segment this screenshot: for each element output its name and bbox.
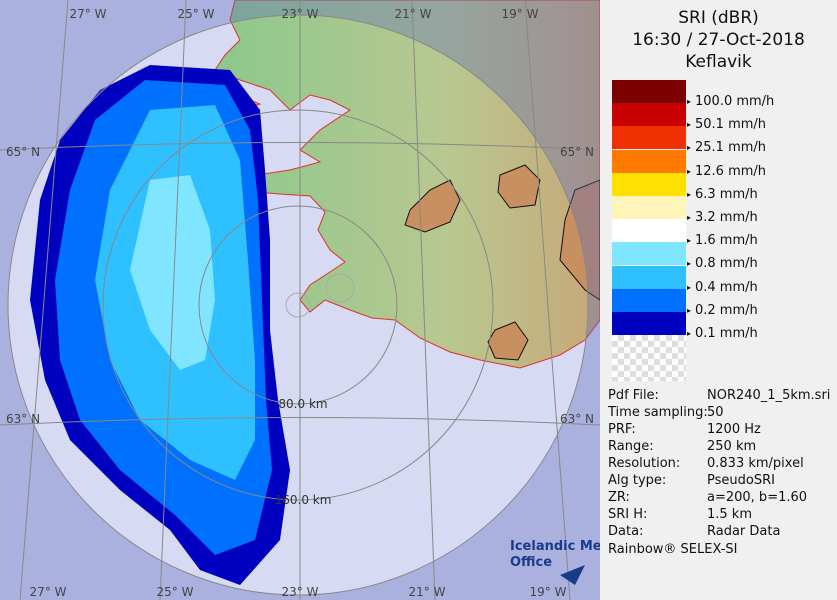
legend-swatch xyxy=(612,196,686,219)
info-label: Time sampling: xyxy=(608,405,708,420)
info-panel: SRI (dBR) 16:30 / 27-Oct-2018 Keflavik 1… xyxy=(600,0,837,600)
graticule-label: 23° W xyxy=(282,7,319,21)
legend-label: 12.6 mm/h xyxy=(687,164,766,179)
info-label: Data: xyxy=(608,524,644,539)
title: SRI (dBR) xyxy=(678,8,759,28)
legend-label: 25.1 mm/h xyxy=(687,140,766,155)
glaciers xyxy=(404,164,600,361)
legend-label: 1.6 mm/h xyxy=(687,233,758,248)
legend-label: 100.0 mm/h xyxy=(687,94,774,109)
legend-swatch xyxy=(612,242,686,266)
info-label: SRI H: xyxy=(608,507,648,522)
range-label: 80.0 km xyxy=(278,397,327,411)
legend-label: 3.2 mm/h xyxy=(687,210,758,225)
info-label: Range: xyxy=(608,439,654,454)
graticule xyxy=(0,0,600,600)
info-value: 250 km xyxy=(707,439,757,454)
logo-text: Icelandic Met xyxy=(510,539,600,554)
logo: Icelandic Met Office xyxy=(510,539,600,585)
radar-map: 27° W 25° W 23° W 21° W 19° W 27° W 25° W 23° W… xyxy=(0,0,600,600)
graticule-label: 19° W xyxy=(530,585,567,599)
title: 16:30 / 27-Oct-2018 xyxy=(632,30,805,50)
legend-swatch xyxy=(612,312,686,335)
legend-label: 0.8 mm/h xyxy=(687,256,758,271)
info-value: 1.5 km xyxy=(707,507,752,522)
info-value: NOR240_1_5km.sri xyxy=(707,388,831,403)
range-label: 160.0 km xyxy=(275,493,332,507)
legend-swatch xyxy=(612,126,686,150)
legend-swatch xyxy=(612,80,686,103)
graticule-label: 65° N xyxy=(6,145,40,159)
legend-swatch xyxy=(612,149,686,173)
info-value: Radar Data xyxy=(707,524,781,539)
info-value: 0.833 km/pixel xyxy=(707,456,804,471)
info-label: Alg type: xyxy=(608,473,667,488)
legend-swatch xyxy=(612,103,686,127)
no-data-swatch xyxy=(612,335,686,381)
graticule-label: 23° W xyxy=(282,585,319,599)
info-value: 1200 Hz xyxy=(707,422,761,437)
legend-swatch xyxy=(612,219,686,243)
legend-swatch xyxy=(612,288,686,312)
graticule-label: 21° W xyxy=(395,7,432,21)
graticule-label: 27° W xyxy=(70,7,107,21)
info-value: PseudoSRI xyxy=(707,473,775,488)
graticule-label: 25° W xyxy=(157,585,194,599)
legend-label: 0.1 mm/h xyxy=(687,326,758,341)
legend-label: 0.2 mm/h xyxy=(687,303,758,318)
legend-label: 0.4 mm/h xyxy=(687,280,758,295)
range-mask xyxy=(0,0,600,600)
info-label: ZR: xyxy=(608,490,630,505)
info-label: Pdf File: xyxy=(608,388,659,403)
graticule-label: 65° N xyxy=(560,145,594,159)
legend-label: 6.3 mm/h xyxy=(687,187,758,202)
legend-swatch xyxy=(612,172,686,196)
graticule-label: 63° N xyxy=(6,412,40,426)
info-label: PRF: xyxy=(608,422,636,437)
legend-label: 50.1 mm/h xyxy=(687,117,766,132)
graticule-label: 19° W xyxy=(502,7,539,21)
graticule-label: 63° N xyxy=(560,412,594,426)
legend-swatch xyxy=(612,265,686,289)
graticule-label: 21° W xyxy=(409,585,446,599)
info-value: a=200, b=1.60 xyxy=(707,490,808,505)
footer: Rainbow® SELEX-SI xyxy=(608,542,738,557)
logo-text: Office xyxy=(510,555,552,570)
info-value: 50 xyxy=(707,405,724,420)
info-label: Resolution: xyxy=(608,456,681,471)
graticule-label: 27° W xyxy=(30,585,67,599)
graticule-label: 25° W xyxy=(178,7,215,21)
title: Keflavik xyxy=(685,52,752,72)
